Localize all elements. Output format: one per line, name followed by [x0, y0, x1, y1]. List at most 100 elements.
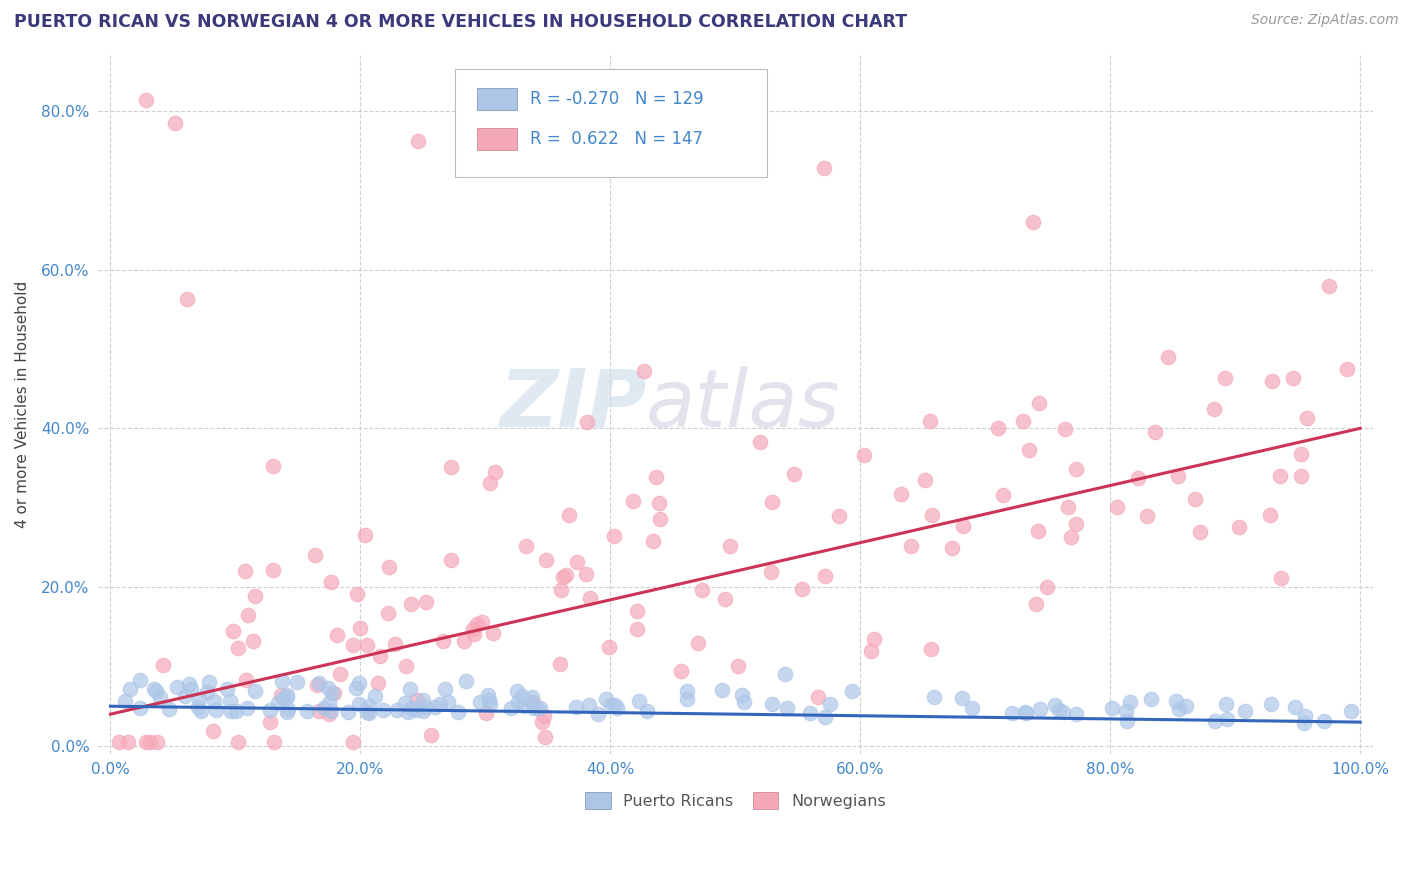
- Point: [790, 582, 813, 596]
- Point: [318, 706, 340, 721]
- Point: [1188, 524, 1211, 539]
- Point: [384, 636, 406, 650]
- Point: [1060, 530, 1083, 544]
- Point: [1126, 470, 1149, 484]
- Point: [142, 682, 165, 697]
- Point: [270, 688, 292, 702]
- Point: [478, 697, 501, 711]
- Point: [575, 566, 598, 581]
- Point: [226, 640, 249, 655]
- Text: atlas: atlas: [647, 366, 841, 443]
- Point: [1115, 704, 1137, 718]
- Point: [1064, 706, 1087, 721]
- Point: [174, 689, 197, 703]
- Point: [641, 533, 664, 548]
- Point: [276, 690, 298, 704]
- Point: [242, 633, 264, 648]
- Point: [347, 676, 370, 690]
- Point: [529, 700, 551, 714]
- Point: [107, 735, 129, 749]
- Point: [813, 161, 835, 176]
- Point: [1294, 708, 1316, 723]
- Point: [318, 697, 340, 711]
- Point: [718, 539, 741, 553]
- Point: [1045, 698, 1067, 712]
- Point: [773, 666, 796, 681]
- Point: [1204, 714, 1226, 728]
- Point: [522, 695, 544, 709]
- Point: [575, 415, 598, 429]
- Point: [187, 699, 209, 714]
- Point: [263, 735, 285, 749]
- Point: [918, 414, 941, 428]
- Point: [233, 565, 256, 579]
- Point: [603, 529, 626, 543]
- Point: [818, 697, 841, 711]
- Point: [267, 696, 290, 710]
- Point: [225, 704, 247, 718]
- Point: [1056, 500, 1078, 514]
- Point: [316, 681, 339, 696]
- Point: [1018, 443, 1040, 458]
- Point: [120, 682, 142, 697]
- Point: [676, 683, 699, 698]
- Point: [314, 701, 336, 715]
- Point: [276, 705, 298, 719]
- Point: [236, 701, 259, 715]
- Point: [344, 681, 367, 695]
- Point: [235, 673, 257, 687]
- Point: [633, 364, 655, 378]
- Point: [515, 539, 537, 553]
- Point: [1296, 410, 1319, 425]
- Point: [1101, 701, 1123, 715]
- Point: [686, 636, 709, 650]
- Point: [412, 693, 434, 707]
- Point: [565, 555, 588, 569]
- Point: [329, 667, 352, 681]
- Point: [453, 634, 475, 648]
- Point: [128, 673, 150, 687]
- Point: [513, 699, 536, 714]
- Point: [1026, 524, 1049, 538]
- Point: [924, 690, 946, 704]
- Point: [782, 467, 804, 482]
- Point: [271, 673, 294, 688]
- Point: [347, 698, 370, 712]
- Point: [1025, 598, 1047, 612]
- Point: [533, 709, 555, 723]
- Point: [117, 735, 139, 749]
- Point: [859, 643, 882, 657]
- Point: [439, 552, 461, 566]
- Point: [799, 706, 821, 720]
- Point: [415, 595, 437, 609]
- Point: [759, 565, 782, 579]
- Point: [575, 87, 598, 102]
- Point: [523, 701, 546, 715]
- Point: [1284, 699, 1306, 714]
- Point: [145, 735, 167, 749]
- Point: [321, 686, 343, 700]
- Point: [219, 705, 242, 719]
- Point: [550, 582, 572, 597]
- Point: [564, 700, 586, 714]
- Point: [399, 682, 422, 697]
- Point: [526, 701, 548, 715]
- Point: [605, 698, 627, 713]
- Point: [436, 695, 458, 709]
- Point: [271, 691, 294, 706]
- Point: [548, 657, 571, 672]
- Point: [1012, 414, 1035, 428]
- Point: [1143, 425, 1166, 439]
- Point: [326, 628, 349, 642]
- Point: [1015, 706, 1038, 720]
- Point: [862, 632, 884, 646]
- Point: [1029, 702, 1052, 716]
- Point: [960, 701, 983, 715]
- Point: [349, 622, 371, 636]
- Point: [368, 648, 391, 663]
- Point: [1319, 279, 1341, 293]
- Text: PUERTO RICAN VS NORWEGIAN 4 OR MORE VEHICLES IN HOUSEHOLD CORRELATION CHART: PUERTO RICAN VS NORWEGIAN 4 OR MORE VEHI…: [14, 13, 907, 31]
- Point: [176, 292, 198, 306]
- Point: [1167, 469, 1189, 483]
- Point: [1289, 447, 1312, 461]
